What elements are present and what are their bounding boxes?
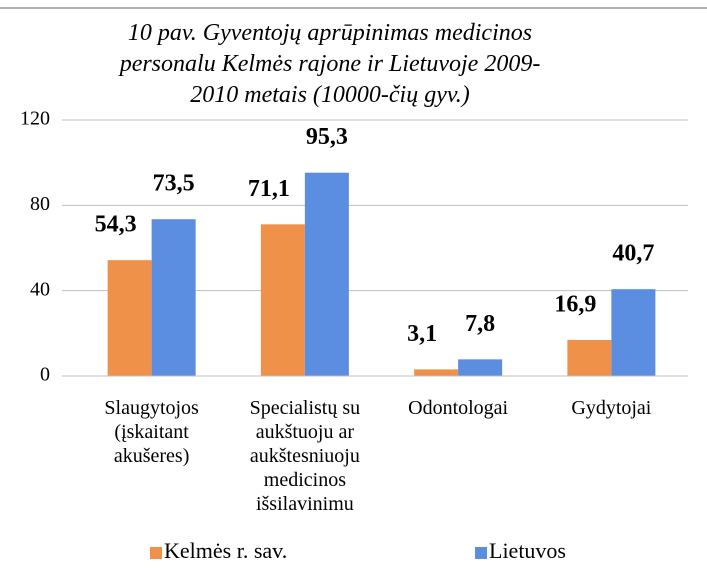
bar xyxy=(260,224,305,376)
legend-label: Lietuvos xyxy=(489,538,566,563)
value-label: 3,1 xyxy=(407,321,437,347)
bar xyxy=(567,339,612,376)
value-label: 71,1 xyxy=(248,176,290,202)
value-label: 73,5 xyxy=(153,171,195,197)
bar xyxy=(458,359,503,376)
bar xyxy=(304,172,349,376)
bar xyxy=(611,289,656,376)
bar xyxy=(414,369,459,376)
value-label: 16,9 xyxy=(554,291,596,317)
y-tick-label: 80 xyxy=(30,193,50,215)
x-tick-label: Specialistų su aukštuoju ar aukštesniuoj… xyxy=(249,397,361,515)
x-tick-label: Slaugytojos (įskaitant akušeres) xyxy=(104,397,199,467)
y-tick-label: 120 xyxy=(20,108,50,130)
bar xyxy=(107,260,152,376)
x-tick-label: Odontologai xyxy=(408,397,509,419)
x-tick-label: Gydytojai xyxy=(571,397,652,419)
legend-label: Kelmės r. sav. xyxy=(164,538,287,563)
chart-title: 10 pav. Gyventojų aprūpinimas medicinos … xyxy=(119,20,541,108)
bar xyxy=(151,219,196,376)
y-tick-label: 0 xyxy=(40,364,50,386)
value-label: 95,3 xyxy=(306,124,348,150)
value-label: 7,8 xyxy=(465,311,495,337)
value-label: 40,7 xyxy=(612,241,654,267)
y-tick-label: 40 xyxy=(30,278,50,300)
value-label: 54,3 xyxy=(95,212,137,238)
legend-swatch xyxy=(475,547,487,559)
legend-swatch xyxy=(150,547,162,559)
